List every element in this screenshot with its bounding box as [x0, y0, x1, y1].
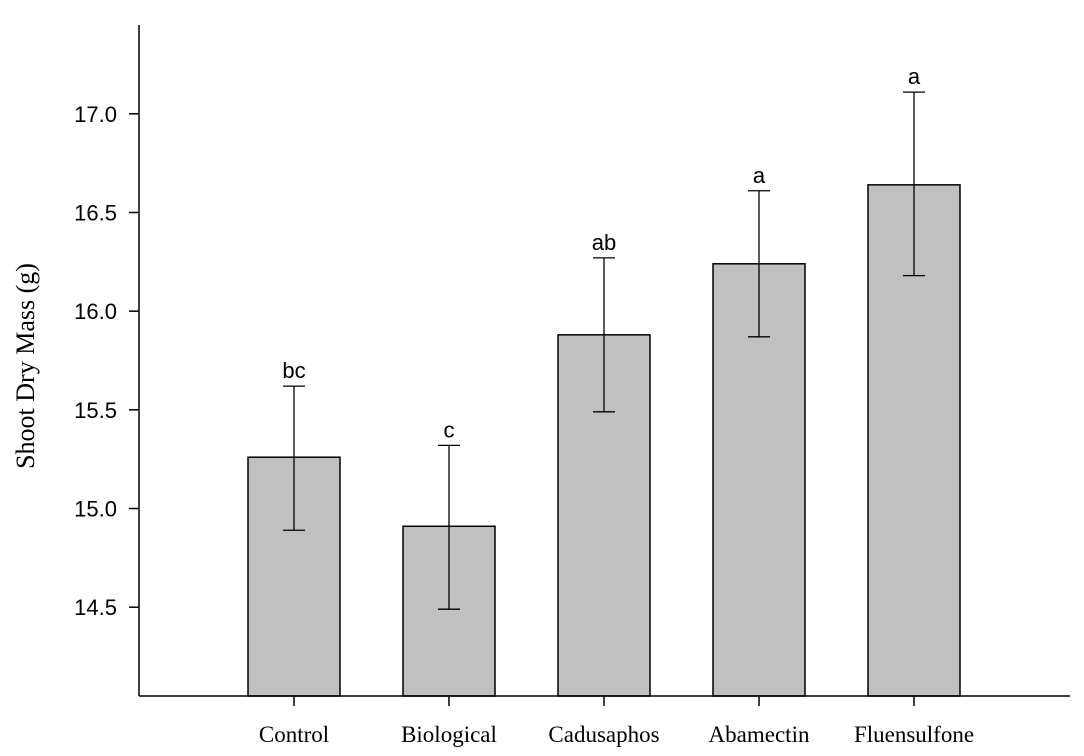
significance-labels: bc c ab a a — [282, 64, 921, 442]
x-category-label: Control — [259, 722, 329, 747]
significance-label: bc — [282, 358, 305, 383]
error-bars — [283, 91, 925, 610]
y-tick-label: 17.0 — [74, 102, 117, 127]
y-tick-label: 16.0 — [74, 299, 117, 324]
x-axis-ticks: Control Biological Cadusaphos Abamectin Flue… — [259, 696, 974, 747]
significance-label: ab — [592, 230, 616, 255]
x-category-label: Abamectin — [709, 722, 810, 747]
y-axis-ticks: 14.5 15.0 15.5 16.0 16.5 17.0 — [74, 102, 139, 620]
significance-label: a — [753, 163, 766, 188]
y-tick-label: 15.5 — [74, 398, 117, 423]
x-category-label: Biological — [401, 722, 497, 747]
y-tick-label: 16.5 — [74, 200, 117, 225]
y-axis-title: Shoot Dry Mass (g) — [11, 263, 40, 469]
x-category-label: Fluensulfone — [854, 722, 974, 747]
significance-label: a — [908, 64, 921, 89]
x-category-label: Cadusaphos — [548, 722, 659, 747]
y-tick-label: 14.5 — [74, 595, 117, 620]
significance-label: c — [444, 417, 455, 442]
y-tick-label: 15.0 — [74, 497, 117, 522]
